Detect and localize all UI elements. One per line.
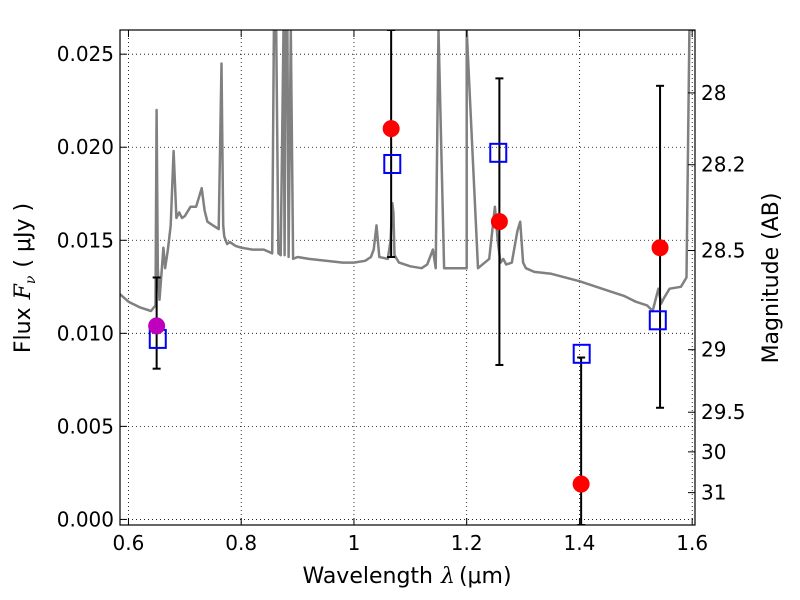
- x-tick-label: 1.4: [564, 531, 596, 555]
- y2-tick-label: 29: [701, 338, 726, 362]
- y2-tick-label: 28.5: [701, 239, 746, 263]
- axes: 0.6 0.8 1 1.2 1.4 1.6 0.000 0.005 0.010 0.015 0.02…: [57, 30, 746, 555]
- spectrum-line: [120, 30, 695, 313]
- grid-lines: [120, 30, 695, 525]
- x-tick-label: 0.6: [113, 531, 145, 555]
- y-tick-label: 0.015: [57, 228, 114, 252]
- x-tick-label: 0.8: [225, 531, 257, 555]
- y-axis-symbol: F: [11, 283, 36, 300]
- plot-area: [120, 30, 695, 525]
- model-photometry-square: [572, 343, 591, 364]
- observed-flux-point: [148, 317, 166, 335]
- observed-flux-point: [490, 213, 508, 231]
- plot-frame: [119, 29, 696, 526]
- x-axis-unit: (μm): [459, 564, 512, 589]
- x-axis-title-text: Wavelength: [302, 564, 433, 589]
- model-photometry-square: [648, 310, 667, 331]
- y-tick-label: 0.000: [57, 507, 114, 531]
- x-tick-label: 1.6: [676, 531, 708, 555]
- y-axis-title-text: Flux: [11, 307, 36, 353]
- y-axis-title: Flux Fν ( μJy ): [11, 203, 39, 353]
- x-tick-label: 1.2: [451, 531, 483, 555]
- y-axis-unit: ( μJy ): [11, 203, 36, 268]
- y2-axis-title: Magnitude (AB): [759, 193, 784, 364]
- y2-tick-label: 28: [701, 81, 726, 105]
- y2-tick-label: 31: [701, 481, 726, 505]
- y2-tick-label: 29.5: [701, 400, 746, 424]
- model-photometry-square: [383, 153, 402, 174]
- observed-flux-point: [651, 239, 669, 257]
- model-photometry-square: [489, 142, 508, 163]
- y-tick-label: 0.010: [57, 321, 114, 345]
- y-tick-label: 0.020: [57, 135, 114, 159]
- x-axis-symbol: λ: [440, 564, 455, 589]
- x-axis-title: Wavelength λ (μm): [302, 564, 511, 589]
- y-tick-label: 0.005: [57, 414, 114, 438]
- y-tick-label: 0.025: [57, 42, 114, 66]
- observed-flux-point: [572, 475, 590, 493]
- observed-flux-point: [382, 120, 400, 138]
- x-tick-label: 1: [348, 531, 361, 555]
- y-axis-subscript: ν: [23, 275, 39, 284]
- y2-tick-label: 28.2: [701, 153, 746, 177]
- y2-tick-label: 30: [701, 440, 726, 464]
